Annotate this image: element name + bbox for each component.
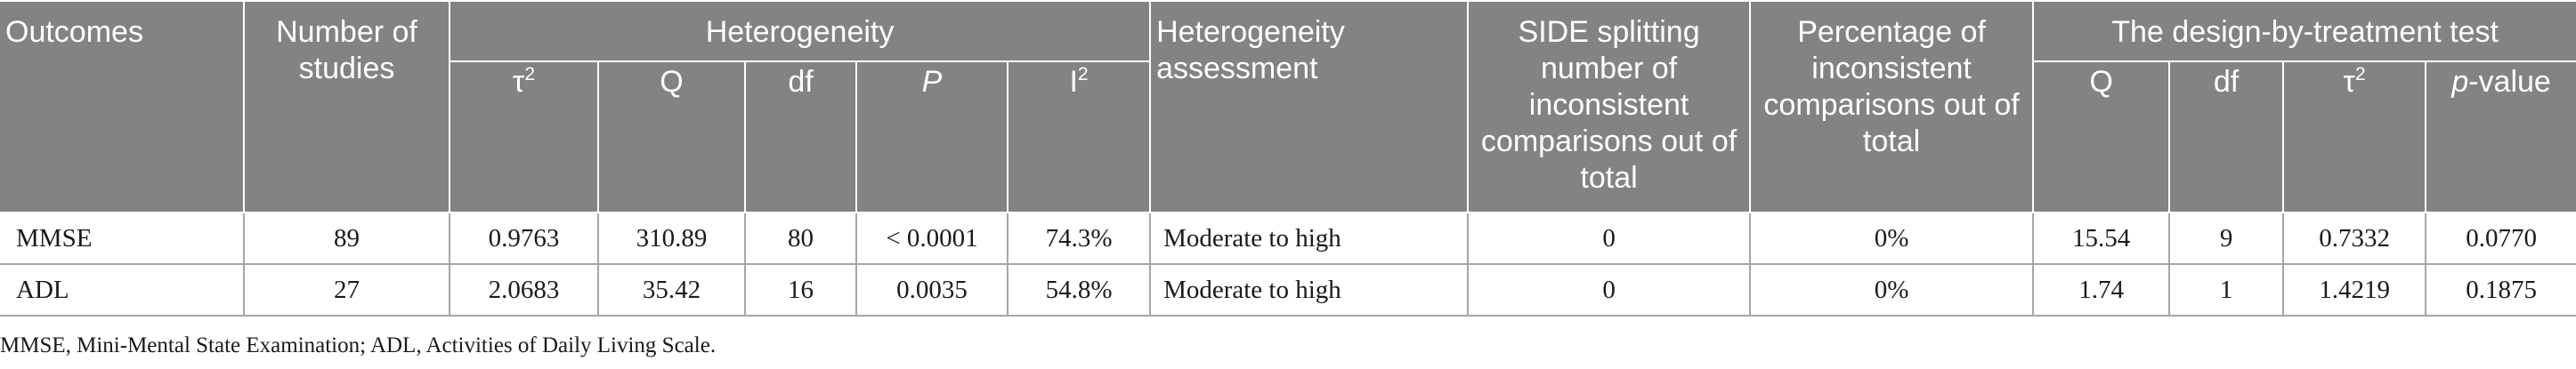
header-heterogeneity: Heterogeneity [448,0,1152,62]
cell-outcome: MMSE [0,212,245,265]
cell-side: 0 [1467,212,1752,265]
header-outcomes: Outcomes [0,0,245,213]
tau-superscript: 2 [524,63,536,84]
i-symbol: I [1069,65,1078,99]
cell-df: 80 [744,212,857,265]
header-dbt-q: Q [2032,60,2171,213]
cell-percentage: 0% [1749,263,2035,317]
cell-studies: 27 [243,263,450,317]
cell-dbt-df: 9 [2168,212,2285,265]
header-heterogeneity-assessment: Heterogeneity assessment [1149,0,1470,213]
tau-symbol: τ [512,65,525,99]
cell-dbt-p: 0.0770 [2425,212,2576,265]
cell-q: 35.42 [597,263,746,317]
header-i-squared: I2 [1006,60,1152,213]
cell-p: < 0.0001 [855,212,1009,265]
cell-dbt-q: 1.74 [2032,263,2171,317]
header-dbt-tau-squared: τ2 [2282,60,2427,213]
table-footnote: MMSE, Mini-Mental State Examination; ADL… [0,333,717,357]
header-side-splitting: SIDE splitting number of inconsistent co… [1467,0,1752,213]
header-dbt-df: df [2168,60,2285,213]
cell-df: 16 [744,263,857,317]
cell-dbt-tau2: 0.7332 [2282,212,2427,265]
dbt-p-suffix: -value [2468,65,2551,99]
cell-dbt-p: 0.1875 [2425,263,2576,317]
table-row: MMSE 89 0.9763 310.89 80 < 0.0001 74.3% … [0,212,2576,265]
cell-studies: 89 [243,212,450,265]
i-superscript: 2 [1077,63,1089,84]
header-tau-squared: τ2 [450,60,599,213]
cell-side: 0 [1467,263,1752,317]
table-container: Outcomes Number of studies Heterogeneity… [0,0,2576,317]
cell-dbt-df: 1 [2168,263,2285,317]
results-table: Outcomes Number of studies Heterogeneity… [0,0,2576,317]
cell-outcome: ADL [0,263,245,317]
cell-i2: 74.3% [1006,212,1152,265]
dbt-p-italic: p [2451,65,2469,99]
cell-percentage: 0% [1749,212,2035,265]
header-percentage-inconsistent: Percentage of inconsistent comparisons o… [1749,0,2035,213]
cell-dbt-tau2: 1.4219 [2282,263,2427,317]
cell-tau2: 0.9763 [449,212,599,265]
cell-q: 310.89 [597,212,746,265]
header-number-of-studies: Number of studies [243,0,450,213]
table-row: ADL 27 2.0683 35.42 16 0.0035 54.8% Mode… [0,263,2576,317]
dbt-tau-symbol: τ [2343,65,2355,99]
dbt-tau-superscript: 2 [2354,63,2366,84]
header-q: Q [597,60,746,213]
cell-dbt-q: 15.54 [2032,212,2171,265]
header-df: df [744,60,857,213]
cell-i2: 54.8% [1006,263,1152,317]
header-design-by-treatment: The design-by-treatment test [2032,0,2576,62]
header-dbt-p-value: p-value [2425,60,2576,213]
cell-p: 0.0035 [855,263,1009,317]
header-p: P [855,60,1009,213]
cell-tau2: 2.0683 [449,263,599,317]
cell-assessment: Moderate to high [1149,212,1470,265]
cell-assessment: Moderate to high [1149,263,1470,317]
